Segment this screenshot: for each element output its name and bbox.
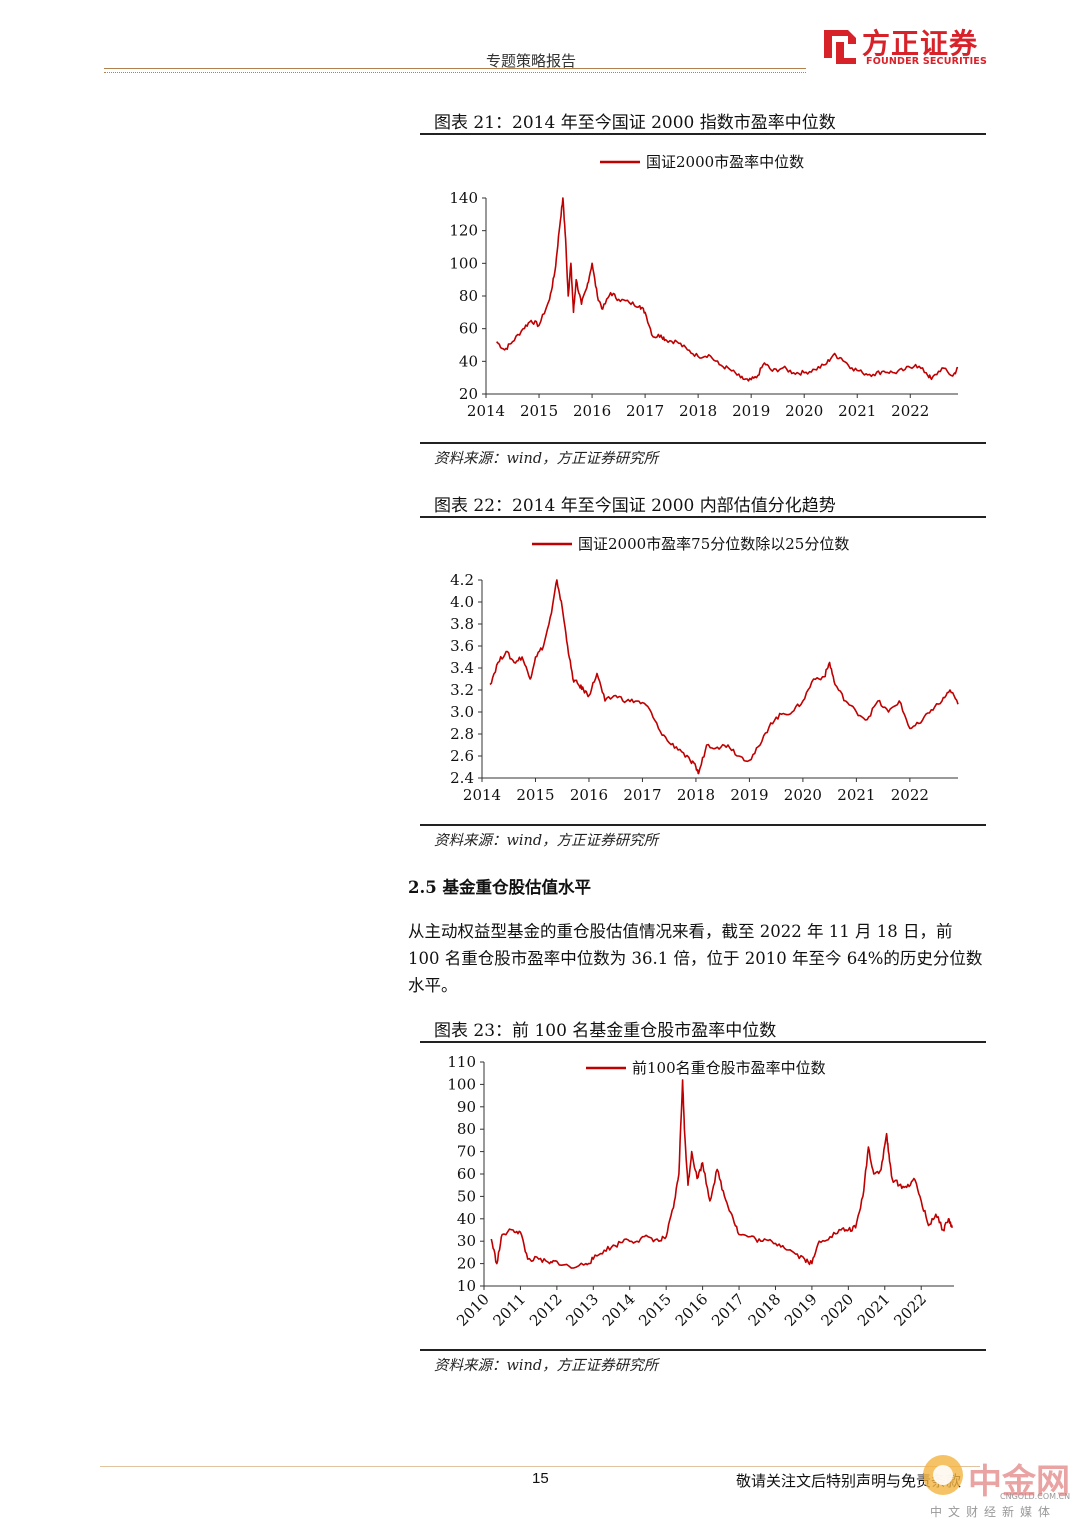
y-tick-label: 40 (459, 352, 478, 370)
x-tick-label: 2019 (781, 1290, 821, 1330)
y-tick-label: 140 (449, 189, 478, 207)
chart-21-svg: 20 40 60 80 100 120 140 2014 2015 2016 2017 2018 201… (449, 153, 959, 420)
series-line (489, 579, 959, 775)
y-tick-label: 90 (457, 1098, 476, 1116)
footer-divider (100, 1466, 980, 1467)
chart-22: 2.4 2.6 2.8 3.0 3.2 3.4 3.6 3.8 4.0 4.2 2014 2015 20… (420, 522, 986, 818)
y-tick-label: 40 (457, 1210, 476, 1228)
y-tick-label: 3.4 (450, 659, 474, 677)
y-tick-label: 110 (447, 1053, 476, 1071)
y-tick-label: 70 (457, 1143, 476, 1161)
section-heading: 2.5 基金重仓股估值水平 (408, 878, 591, 897)
x-tick-label: 2013 (562, 1290, 602, 1330)
y-tick-label: 20 (459, 385, 478, 403)
watermark-subtitle: 中文财经新媒体 (930, 1505, 1057, 1519)
chart-23-svg: 10 20 30 40 50 60 70 80 90 100 110 2010201120122013… (447, 1053, 954, 1330)
x-tick-label: 2022 (890, 1290, 930, 1330)
figure-23-top-rule (420, 1041, 986, 1043)
x-tick-label: 2021 (838, 402, 876, 420)
report-type-label: 专题策略报告 (486, 52, 577, 70)
disclaimer-note: 敬请关注文后特别声明与免责条款 (736, 1472, 962, 1490)
y-tick-label: 100 (449, 254, 478, 272)
x-tick-label: 2014 (467, 402, 505, 420)
x-tick-label: 2016 (573, 402, 611, 420)
x-tick-label: 2017 (626, 402, 664, 420)
x-tick-label: 2015 (635, 1290, 675, 1330)
x-tick-label: 2014 (599, 1290, 639, 1330)
y-tick-label: 2.4 (450, 769, 474, 787)
x-tick-label: 2020 (817, 1290, 857, 1330)
founder-logo-icon (824, 30, 856, 64)
x-tick-label: 2019 (730, 786, 768, 804)
x-tick-label: 2017 (708, 1290, 748, 1330)
x-tick-label: 2020 (785, 402, 823, 420)
x-tick-label: 2012 (526, 1290, 566, 1330)
watermark-text-en: CNGOLD.COM.CN (1000, 1492, 1071, 1501)
x-tick-label: 2019 (732, 402, 770, 420)
y-tick-label: 4.2 (450, 571, 474, 589)
figure-23-bottom-rule (420, 1349, 986, 1351)
y-tick-label: 3.8 (450, 615, 474, 633)
y-tick-label: 80 (459, 287, 478, 305)
x-tick-label: 2011 (490, 1290, 530, 1330)
y-tick-label: 60 (457, 1165, 476, 1183)
y-tick-label: 10 (457, 1277, 476, 1295)
x-tick-label: 2010 (453, 1290, 493, 1330)
figure-22-title: 图表 22：2014 年至今国证 2000 内部估值分化趋势 (434, 496, 836, 516)
x-tick-label: 2022 (891, 786, 929, 804)
figure-22-top-rule (420, 516, 986, 518)
series-line (496, 197, 959, 382)
x-tick-label: 2018 (677, 786, 715, 804)
logo-text-cn: 方正证券 (862, 27, 979, 60)
legend-label: 前100名重仓股市盈率中位数 (632, 1059, 826, 1077)
chart-21: 20 40 60 80 100 120 140 2014 2015 2016 2017 2018 201… (420, 140, 986, 436)
x-tick-label: 2017 (623, 786, 661, 804)
legend-label: 国证2000市盈率75分位数除以25分位数 (578, 535, 849, 553)
x-tick-label: 2015 (516, 786, 554, 804)
figure-22-bottom-rule (420, 824, 986, 826)
y-tick-label: 2.8 (450, 725, 474, 743)
y-tick-label: 3.6 (450, 637, 474, 655)
figure-21-source: 资料来源：wind，方正证券研究所 (434, 451, 659, 467)
x-tick-label: 2022 (891, 402, 929, 420)
x-tick-label: 2018 (679, 402, 717, 420)
y-tick-label: 80 (457, 1120, 476, 1138)
legend-label: 国证2000市盈率中位数 (646, 153, 804, 171)
chart-23: 10 20 30 40 50 60 70 80 90 100 110 2010 2011 2012 2013… (420, 1046, 986, 1346)
figure-23-title: 图表 23：前 100 名基金重仓股市盈率中位数 (434, 1021, 777, 1041)
y-tick-label: 100 (447, 1075, 476, 1093)
y-tick-label: 60 (459, 320, 478, 338)
chart-22-svg: 2.4 2.6 2.8 3.0 3.2 3.4 3.6 3.8 4.0 4.2 2014 2015 20… (450, 535, 959, 804)
x-tick-label: 2021 (854, 1290, 894, 1330)
watermark-logo-icon (923, 1455, 963, 1495)
x-tick-label: 2018 (745, 1290, 785, 1330)
y-tick-label: 3.0 (450, 703, 474, 721)
header-divider-dotted (104, 72, 806, 73)
header-divider (104, 68, 806, 69)
y-tick-label: 30 (457, 1232, 476, 1250)
logo-text-en: FOUNDER SECURITIES (866, 56, 988, 67)
x-tick-label: 2014 (463, 786, 501, 804)
section-paragraph: 从主动权益型基金的重仓股估值情况来看，截至 2022 年 11 月 18 日，前… (408, 922, 983, 995)
watermark-text-cn: 中金网 (968, 1462, 1070, 1502)
x-tick-label: 2016 (672, 1290, 712, 1330)
y-tick-label: 3.2 (450, 681, 474, 699)
x-tick-label: 2020 (784, 786, 822, 804)
figure-21-top-rule (420, 133, 986, 135)
series-line (490, 1079, 953, 1269)
y-tick-label: 50 (457, 1187, 476, 1205)
figure-22-source: 资料来源：wind，方正证券研究所 (434, 833, 659, 849)
page-number: 15 (532, 1470, 549, 1487)
figure-23-source: 资料来源：wind，方正证券研究所 (434, 1358, 659, 1374)
figure-21-title: 图表 21：2014 年至今国证 2000 指数市盈率中位数 (434, 113, 836, 133)
y-tick-label: 120 (449, 222, 478, 240)
y-tick-label: 20 (457, 1255, 476, 1273)
y-tick-label: 2.6 (450, 747, 474, 765)
x-tick-label: 2016 (570, 786, 608, 804)
x-tick-label: 2015 (520, 402, 558, 420)
y-tick-label: 4.0 (450, 593, 474, 611)
x-tick-label: 2021 (837, 786, 875, 804)
figure-21-bottom-rule (420, 442, 986, 444)
